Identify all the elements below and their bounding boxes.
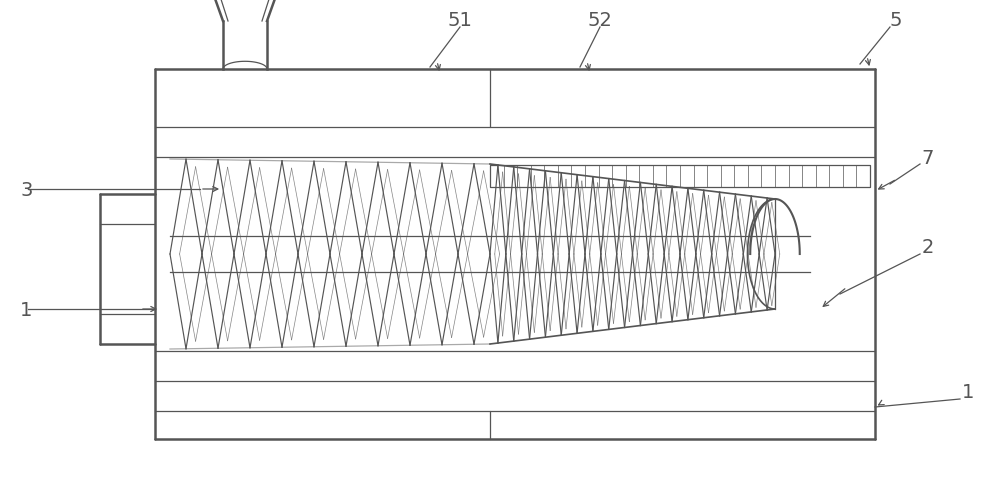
Text: 51: 51	[448, 11, 472, 29]
Text: 1: 1	[962, 383, 974, 402]
Text: 7: 7	[922, 148, 934, 167]
Text: 2: 2	[922, 238, 934, 257]
Bar	[490, 166, 870, 188]
Text: 52: 52	[588, 11, 612, 29]
Text: 1: 1	[20, 300, 32, 319]
Text: 5: 5	[890, 11, 902, 29]
Text: 3: 3	[20, 180, 32, 199]
